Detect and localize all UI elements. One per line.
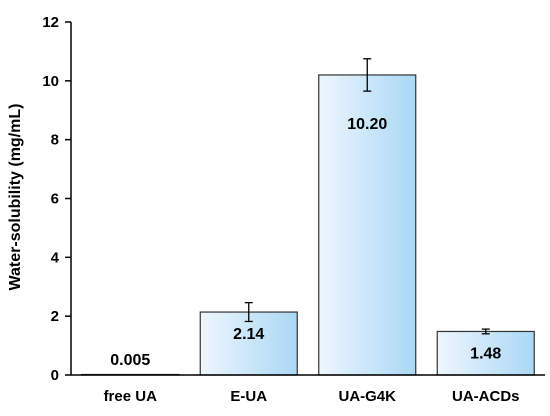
y-tick-label: 0	[51, 367, 59, 384]
bar-ua-g4k	[318, 74, 417, 376]
y-axis-ticks: 0 2 4 6 8 10 12	[42, 14, 71, 384]
y-tick-label: 2	[51, 308, 59, 325]
x-category-label: UA-ACDs	[452, 388, 520, 405]
y-axis-title: Water-solubility (mg/mL)	[7, 104, 24, 291]
data-labels: 0.005 2.14 10.20 1.48	[110, 116, 501, 369]
x-axis-category-labels: free UA E-UA UA-G4K UA-ACDs	[104, 388, 520, 405]
data-label: 0.005	[110, 352, 150, 369]
axes	[70, 22, 545, 376]
data-label: 10.20	[347, 116, 387, 133]
x-category-label: free UA	[104, 388, 158, 405]
y-tick-label: 10	[42, 73, 59, 90]
y-tick-label: 12	[42, 14, 59, 31]
data-label: 2.14	[233, 326, 264, 343]
x-category-label: UA-G4K	[338, 388, 396, 405]
x-category-label: E-UA	[230, 388, 267, 405]
error-bar	[363, 58, 372, 92]
y-tick-label: 6	[51, 191, 59, 208]
error-bar	[481, 328, 490, 335]
y-tick-label: 4	[51, 249, 60, 266]
data-label: 1.48	[470, 345, 501, 362]
error-bars	[244, 58, 490, 335]
y-tick-label: 8	[51, 132, 59, 149]
bars	[81, 74, 535, 376]
error-bar	[244, 301, 253, 323]
